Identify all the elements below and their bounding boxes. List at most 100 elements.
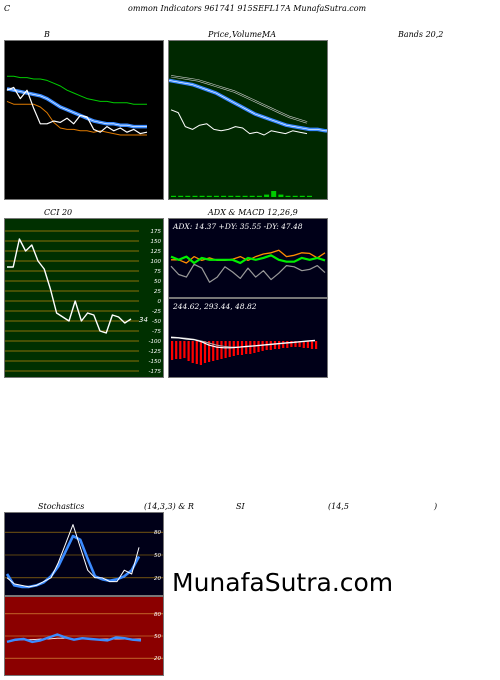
page-title: ommon Indicators 961741 915SEFL17A Munaf… bbox=[128, 4, 367, 13]
rsi-chart: 80 50 20 bbox=[5, 612, 163, 662]
pv-volume-bar bbox=[206, 195, 212, 197]
rsi-tick-label: 50 bbox=[154, 634, 161, 640]
pv-volume-bar bbox=[185, 195, 191, 197]
rsi-tick-label: 20 bbox=[154, 656, 161, 662]
macd-histogram-bar bbox=[294, 341, 297, 347]
pv-volume-bar bbox=[213, 195, 219, 197]
macd-histogram-bar bbox=[302, 341, 305, 348]
macd-histogram-bar bbox=[245, 341, 248, 354]
bb-upper-band-line bbox=[7, 75, 147, 105]
cci-tick-label: 50 bbox=[154, 279, 161, 285]
bb-middle-core-line bbox=[6, 88, 147, 127]
macd-histogram-bar bbox=[249, 341, 252, 354]
macd-histogram-bar bbox=[224, 341, 227, 358]
macd-histogram-bar bbox=[236, 341, 239, 355]
watermark: MunafaSutra.com bbox=[172, 568, 394, 597]
macd-histogram-bar bbox=[216, 341, 219, 360]
pv-volume-bar bbox=[235, 195, 241, 197]
macd-histogram-bar bbox=[253, 341, 256, 353]
pv-volume-bar bbox=[228, 195, 234, 197]
pv-volume-bar bbox=[292, 195, 298, 197]
di-minus-line bbox=[171, 249, 326, 264]
macd-histogram-bar bbox=[310, 341, 314, 349]
cci-tick-label: 100 bbox=[151, 259, 162, 265]
pv-volume-bar bbox=[242, 195, 248, 197]
macd-histogram-bar bbox=[269, 341, 272, 350]
cci-tick-label: -25 bbox=[152, 309, 161, 315]
rsi-panel: 80 50 20 bbox=[4, 596, 164, 676]
macd-histogram-bar bbox=[175, 341, 178, 359]
macd-histogram-bar bbox=[179, 341, 182, 359]
rsi-line bbox=[6, 633, 142, 644]
pv-volume-bar bbox=[178, 195, 184, 197]
cci-tick-label: 75 bbox=[154, 269, 161, 275]
pv-volume-bar bbox=[299, 195, 305, 197]
macd-histogram-bar bbox=[278, 341, 281, 349]
pv-ma-short-line bbox=[169, 78, 327, 133]
cci-tick-label: -150 bbox=[149, 359, 162, 365]
bands-title: Bands 20,2 bbox=[398, 30, 444, 39]
macd-histogram-bar bbox=[290, 341, 293, 347]
stoch-tick-label: 80 bbox=[154, 530, 161, 536]
pv-volume-bar bbox=[192, 195, 198, 197]
pv-volume-bar bbox=[171, 195, 176, 197]
cci-tick-label: -100 bbox=[149, 339, 162, 345]
macd-histogram-bar bbox=[228, 341, 231, 357]
macd-histogram-bar bbox=[208, 341, 211, 362]
macd-histogram-bar bbox=[187, 341, 190, 361]
bollinger-chart bbox=[6, 75, 148, 136]
adx-line bbox=[170, 263, 326, 283]
cci-tick-label: -125 bbox=[149, 349, 162, 355]
macd-histogram-bar bbox=[306, 341, 309, 348]
bollinger-panel bbox=[4, 40, 164, 200]
macd-histogram-bar bbox=[220, 341, 223, 359]
pv-title-ma: MA bbox=[262, 30, 276, 39]
cci-last-value: 34 bbox=[139, 316, 148, 324]
pv-volume-bar bbox=[249, 195, 255, 197]
pv-volume-bar bbox=[199, 195, 205, 197]
cci-tick-label: -75 bbox=[152, 329, 161, 335]
cci-tick-label: -175 bbox=[149, 369, 162, 375]
macd-panel: 244.62, 293.44, 48.82 bbox=[168, 298, 328, 378]
cci-tick-label: 125 bbox=[151, 249, 162, 255]
price-volume-panel bbox=[168, 40, 328, 200]
macd-histogram-bar bbox=[265, 341, 268, 350]
pv-ma-long-inner-line bbox=[170, 75, 308, 123]
pv-volume-bar bbox=[256, 195, 262, 197]
cci-tick-label: 150 bbox=[151, 239, 162, 245]
adx-header: ADX: 14.37 +DY: 35.55 -DY: 47.48 bbox=[172, 222, 303, 231]
di-plus-line bbox=[170, 254, 326, 265]
pv-volume-bar bbox=[271, 191, 277, 197]
pv-volume-bar bbox=[221, 195, 227, 197]
macd-histogram-bar bbox=[183, 341, 186, 358]
macd-line bbox=[170, 337, 316, 349]
bb-lower-band-line bbox=[6, 100, 147, 136]
cci-tick-label: 25 bbox=[154, 289, 161, 295]
macd-histogram-bar bbox=[195, 341, 198, 364]
stochastics-panel: 80 50 20 bbox=[4, 512, 164, 596]
rsi-tick-label: 80 bbox=[154, 612, 161, 618]
stoch-tick-label: 50 bbox=[154, 553, 161, 559]
stoch-title: Stochastics bbox=[38, 502, 85, 511]
stoch-k-line bbox=[6, 524, 140, 588]
macd-histogram-bar bbox=[257, 341, 260, 352]
pv-volume-bar bbox=[307, 195, 312, 197]
macd-histogram-bar bbox=[286, 341, 289, 348]
stochastics-chart: 80 50 20 bbox=[5, 524, 163, 589]
macd-histogram-bar bbox=[240, 341, 244, 355]
cci-chart: 175 150 125 100 75 50 25 0 -25 -50 -75 -100 -125 -150… bbox=[5, 229, 162, 375]
macd-histogram-bar bbox=[232, 341, 235, 356]
macd-histogram-bar bbox=[212, 341, 215, 361]
macd-header: 244.62, 293.44, 48.82 bbox=[172, 302, 257, 311]
macd-histogram-bar bbox=[261, 341, 264, 351]
adx-panel: ADX: 14.37 +DY: 35.55 -DY: 47.48 bbox=[168, 218, 328, 298]
price-volume-chart bbox=[169, 75, 327, 197]
pv-volume-bar bbox=[278, 194, 284, 197]
pv-price-line bbox=[170, 109, 308, 136]
stoch-params: (14,3,3) & R bbox=[144, 502, 194, 511]
bb-price-line bbox=[6, 86, 148, 135]
stoch-d-line bbox=[5, 534, 141, 589]
macd-histogram-bar bbox=[298, 341, 301, 347]
cci-tick-label: -50 bbox=[152, 319, 161, 325]
pv-volume-bar bbox=[285, 195, 291, 197]
